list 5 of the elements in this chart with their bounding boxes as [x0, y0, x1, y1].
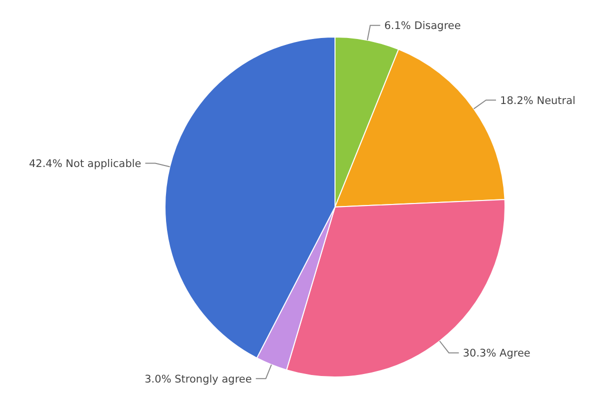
slice-label: 6.1% Disagree: [384, 20, 461, 32]
slice-label: 3.0% Strongly agree: [144, 373, 252, 386]
slice-label: 18.2% Neutral: [500, 94, 576, 107]
slice-label: 42.4% Not applicable: [28, 158, 142, 170]
slice-label: 30.3% Agree: [462, 347, 530, 360]
